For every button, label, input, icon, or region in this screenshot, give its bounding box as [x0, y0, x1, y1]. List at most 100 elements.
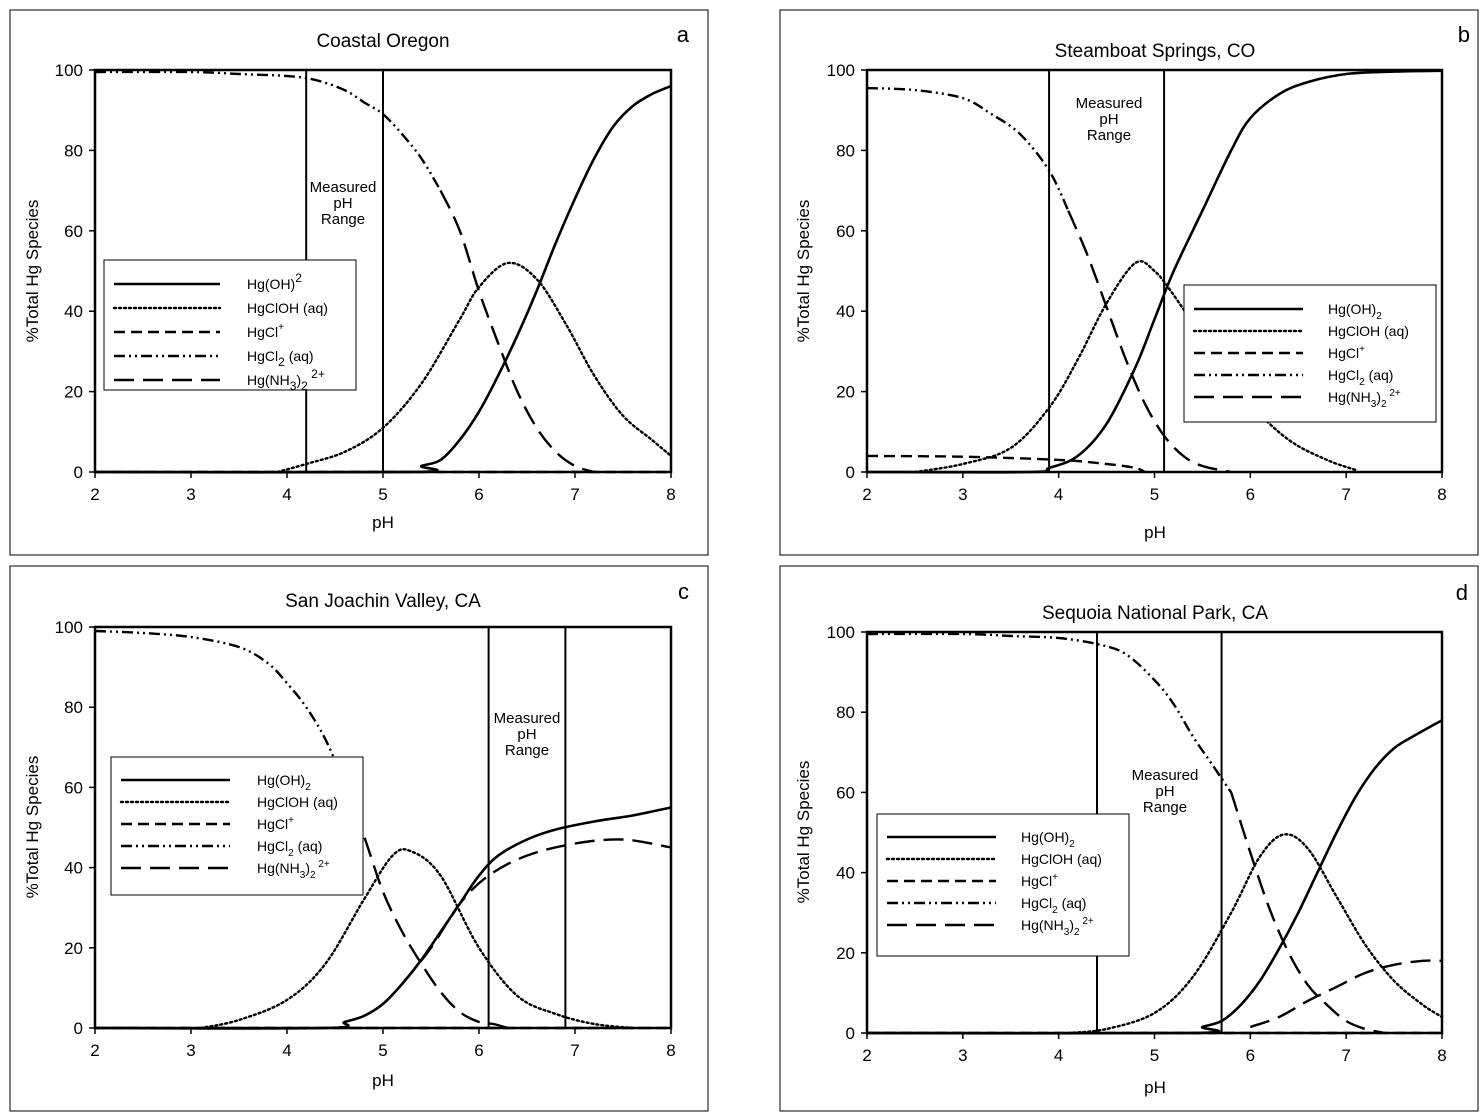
legend-label: HgCl2 (aq): [1021, 895, 1086, 916]
y-tick-label: 100: [55, 618, 83, 637]
series-line-5: [439, 190, 595, 474]
x-tick-label: 6: [474, 485, 483, 504]
measured-range-annotation: Measured: [494, 710, 561, 727]
y-tick-label: 100: [827, 61, 855, 80]
legend-label: Hg(OH)2: [1021, 829, 1075, 850]
y-tick-label: 40: [64, 302, 83, 321]
y-tick-label: 80: [64, 698, 83, 717]
x-tick-label: 5: [1150, 1046, 1159, 1065]
series-line-4: [866, 86, 1070, 212]
measured-range-annotation: pH: [1099, 111, 1118, 128]
x-tick-label: 7: [570, 485, 579, 504]
y-tick-label: 100: [55, 61, 83, 80]
series-line-5: [1067, 210, 1232, 474]
y-tick-label: 40: [836, 302, 855, 321]
panel-letter: d: [1456, 580, 1468, 605]
x-tick-label: 2: [90, 1041, 99, 1060]
x-tick-label: 6: [1246, 1046, 1255, 1065]
x-tick-label: 5: [378, 485, 387, 504]
series-line-1: [866, 69, 1443, 474]
panel-frame: [9, 565, 709, 1112]
panel-letter: a: [677, 22, 690, 47]
y-tick-label: 0: [846, 1024, 855, 1043]
series-line-2: [913, 260, 1357, 474]
x-tick-label: 7: [1341, 1046, 1350, 1065]
measured-range-annotation: Measured: [1132, 767, 1199, 784]
measured-range-annotation: pH: [517, 726, 536, 743]
x-tick-label: 4: [1054, 485, 1063, 504]
series-line-5: [343, 782, 672, 1030]
measured-range-annotation: pH: [333, 195, 352, 212]
series-line-4: [94, 629, 346, 784]
legend-label: HgCl+: [1328, 344, 1365, 361]
panel-a: a Coastal Oregon 0 20 40 60 80 100 2 3 4 5 6 7 8 pH %Tot…: [9, 9, 709, 556]
measured-range-annotation: Range: [1143, 799, 1187, 816]
x-tick-label: 7: [570, 1041, 579, 1060]
panel-frame: [779, 565, 1479, 1112]
y-tick-label: 100: [827, 623, 855, 642]
x-tick-label: 5: [378, 1041, 387, 1060]
y-tick-label: 20: [836, 944, 855, 963]
measured-range-annotation: Measured: [310, 179, 377, 196]
legend-label: HgClOH (aq): [257, 794, 338, 810]
chart-title: Steamboat Springs, CO: [1055, 41, 1256, 62]
x-tick-label: 2: [862, 1046, 871, 1065]
legend-box: [876, 813, 1130, 957]
y-tick-label: 80: [836, 703, 855, 722]
y-tick-label: 0: [74, 1019, 83, 1038]
y-axis-title: %Total Hg Species: [794, 761, 813, 904]
y-tick-label: 20: [64, 939, 83, 958]
legend-label: HgCl+: [247, 322, 284, 340]
x-tick-label: 4: [1054, 1046, 1063, 1065]
y-tick-label: 0: [846, 463, 855, 482]
x-tick-label: 8: [666, 485, 675, 504]
panel-c: c San Joachin Valley, CA 0 20 40 60 80 100 2 3 4 5 6…: [9, 565, 709, 1112]
panel-b: b Steamboat Springs, CO 0 20 40 60 80 100 2 3 4 5 6 7…: [779, 9, 1479, 556]
legend-label: HgClOH (aq): [1021, 851, 1102, 867]
x-tick-label: 4: [282, 1041, 291, 1060]
legend-label: Hg(OH)2: [257, 772, 311, 793]
y-tick-label: 60: [64, 222, 83, 241]
y-tick-label: 20: [836, 383, 855, 402]
legend-label: Hg(OH)2: [1328, 301, 1382, 322]
x-tick-label: 8: [1437, 1046, 1446, 1065]
legend-label: HgCl2 (aq): [247, 348, 314, 369]
panel-letter: b: [1458, 22, 1470, 47]
legend-label: HgCl+: [257, 815, 294, 832]
series-line-2: [276, 261, 673, 474]
series-line-2: [199, 848, 634, 1030]
x-tick-label: 3: [958, 1046, 967, 1065]
legend-label: HgCl2 (aq): [1328, 367, 1393, 388]
x-axis-title: pH: [1144, 1078, 1166, 1097]
x-tick-label: 4: [282, 485, 291, 504]
y-tick-label: 0: [74, 463, 83, 482]
y-tick-label: 80: [64, 141, 83, 160]
measured-range-annotation: pH: [1155, 783, 1174, 800]
measured-range-annotation: Range: [505, 742, 549, 759]
x-tick-label: 6: [474, 1041, 483, 1060]
chart-title: Sequoia National Park, CA: [1042, 603, 1268, 624]
x-tick-label: 3: [958, 485, 967, 504]
legend-label: HgClOH (aq): [1328, 323, 1409, 339]
y-tick-label: 20: [64, 383, 83, 402]
panel-d: d Sequoia National Park, CA 0 20 40 60 80 100 2 3…: [779, 565, 1479, 1112]
panel-frame: [9, 9, 709, 556]
measured-range-annotation: Measured: [1076, 95, 1143, 112]
y-tick-label: 60: [836, 222, 855, 241]
y-axis-title: %Total Hg Species: [23, 756, 42, 899]
legend-box: [110, 756, 364, 896]
legend-label: HgCl+: [1021, 872, 1058, 889]
x-tick-label: 3: [186, 1041, 195, 1060]
x-axis-title: pH: [372, 513, 394, 532]
x-tick-label: 3: [186, 485, 195, 504]
x-tick-label: 5: [1150, 485, 1159, 504]
x-tick-label: 6: [1246, 485, 1255, 504]
y-tick-label: 40: [64, 859, 83, 878]
y-tick-label: 60: [836, 783, 855, 802]
x-tick-label: 2: [862, 485, 871, 504]
x-tick-label: 8: [1437, 485, 1446, 504]
